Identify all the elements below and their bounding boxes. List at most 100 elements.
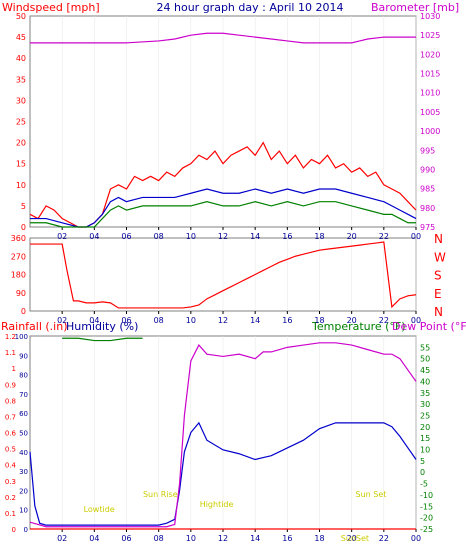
tide-sun-annotation: Sun Set [356, 490, 387, 499]
temperature-tick-label: -25 [420, 525, 433, 534]
humidity-tick-label: 50 [19, 430, 28, 438]
wind-x-tick-label: 02 [57, 232, 67, 241]
temperature-tick-label: 10 [420, 446, 430, 455]
wind-x-tick-label: 06 [121, 232, 131, 241]
magenta-line-3 [30, 32, 416, 44]
barometer-tick-label: 990 [420, 165, 435, 174]
direction-x-tick-label: 08 [154, 316, 164, 325]
barometer-label: Barometer [mb] [371, 1, 459, 14]
blue-line-1 [30, 188, 417, 228]
compass-tick-label: W [434, 250, 446, 264]
wind-x-tick-label: 08 [154, 232, 164, 241]
direction-x-tick-label: 16 [282, 316, 292, 325]
direction-line-0 [30, 241, 417, 309]
wind-x-tick-label: 16 [282, 232, 292, 241]
direction-x-tick-label: 12 [218, 316, 228, 325]
compass-tick-label: S [434, 269, 442, 283]
barometer-tick-label: 1030 [420, 12, 440, 21]
humidity-tick-label: 100 [15, 333, 28, 341]
direction-x-tick-label: 10 [186, 316, 196, 325]
temperature-tick-label: -15 [420, 502, 433, 511]
windspeed-tick-label: 50 [16, 12, 26, 21]
rainfall-tick-label: 0.7 [5, 413, 16, 421]
wind-x-tick-label: 12 [218, 232, 228, 241]
direction-degree-tick-label: 180 [11, 271, 26, 280]
rainfall-tick-label: 0.2 [5, 494, 16, 502]
temperature-tick-label: 55 [420, 343, 430, 352]
rainfall-tick-label: 0.3 [5, 478, 16, 486]
barometer-tick-label: 1000 [420, 127, 440, 136]
humidity-tick-label: 90 [19, 352, 28, 360]
humidity-tick-label: 40 [19, 449, 28, 457]
windspeed-tick-label: 20 [16, 139, 26, 148]
humidity-tick-label: 0 [24, 526, 28, 534]
direction-degree-tick-label: 360 [11, 234, 26, 243]
temp-x-tick-label: 12 [218, 534, 228, 543]
blue-series-0 [29, 421, 417, 526]
temp-x-tick-label: 08 [154, 534, 164, 543]
temp-x-tick-label: 10 [186, 534, 196, 543]
barometer-tick-label: 975 [420, 223, 435, 232]
direction-x-tick-label: 04 [89, 316, 99, 325]
rainfall-tick-label: 0.5 [5, 446, 16, 454]
rainfall-label: Rainfall (.in) [1, 320, 68, 333]
chart-title: 24 hour graph day : April 10 2014 [157, 1, 344, 14]
temp-x-tick-label: 14 [250, 534, 260, 543]
humidity-tick-label: 10 [19, 507, 28, 515]
windspeed-label: Windspeed [mph] [2, 1, 100, 14]
dewpoint-label: Dew Point (°F) [392, 320, 466, 333]
direction-degree-tick-label: 0 [21, 307, 26, 316]
windspeed-tick-label: 5 [21, 202, 26, 211]
wind-x-tick-label: 18 [314, 232, 324, 241]
humidity-tick-label: 80 [19, 372, 28, 380]
rainfall-tick-label: 0.4 [5, 462, 17, 470]
temperature-tick-label: 15 [420, 434, 430, 443]
wind-x-tick-label: 00 [411, 232, 421, 241]
barometer-tick-label: 985 [420, 185, 435, 194]
windspeed-tick-label: 35 [16, 75, 26, 84]
temp-x-tick-label: 18 [314, 534, 324, 543]
barometer-tick-label: 1015 [420, 70, 440, 79]
rainfall-tick-label: 0.1 [5, 510, 16, 518]
temperature-tick-label: 50 [420, 355, 430, 364]
direction-degree-tick-label: 270 [11, 252, 26, 261]
wind-x-tick-label: 04 [89, 232, 99, 241]
humidity-tick-label: 70 [19, 391, 28, 399]
barometer-tick-label: 995 [420, 146, 435, 155]
green-series-2 [62, 337, 143, 342]
tide-sun-annotation: Hightide [200, 500, 234, 509]
temperature-tick-label: 35 [420, 389, 430, 398]
barometer-tick-label: 1025 [420, 31, 440, 40]
tide-sun-annotation: Lowtide [84, 505, 115, 514]
windspeed-tick-label: 15 [16, 160, 26, 169]
magenta-series-1 [29, 342, 417, 528]
temperature-tick-label: -20 [420, 514, 433, 523]
humidity-tick-label: 20 [19, 487, 28, 495]
windspeed-tick-label: 25 [16, 118, 26, 127]
direction-x-tick-label: 00 [411, 316, 421, 325]
windspeed-tick-label: 10 [16, 181, 26, 190]
temperature-tick-label: 5 [420, 457, 425, 466]
tide-sun-annotation: Sun Rise [143, 490, 178, 499]
green-line-2 [30, 201, 416, 228]
temp-x-tick-label: 06 [121, 534, 131, 543]
rainfall-tick-label: 0 [12, 526, 16, 534]
temperature-tick-label: -5 [420, 480, 428, 489]
rainfall-tick-label: 0.6 [5, 430, 17, 438]
barometer-tick-label: 1020 [420, 50, 440, 59]
wind-x-tick-label: 20 [347, 232, 357, 241]
direction-x-tick-label: 02 [57, 316, 67, 325]
rainfall-tick-label: 0.9 [5, 381, 16, 389]
rainfall-tick-label: 1.2 [5, 333, 16, 341]
windspeed-tick-label: 45 [16, 33, 26, 42]
wind-x-tick-label: 14 [250, 232, 260, 241]
temperature-tick-label: 0 [420, 468, 425, 477]
rainfall-tick-label: 1.1 [5, 349, 16, 357]
direction-x-tick-label: 20 [347, 316, 357, 325]
direction-degree-tick-label: 90 [16, 289, 26, 298]
rainfall-tick-label: 1 [12, 365, 16, 373]
temp-x-tick-label: 04 [89, 534, 99, 543]
windspeed-tick-label: 40 [16, 54, 26, 63]
tide-sun-annotation: SunSet [341, 534, 369, 543]
